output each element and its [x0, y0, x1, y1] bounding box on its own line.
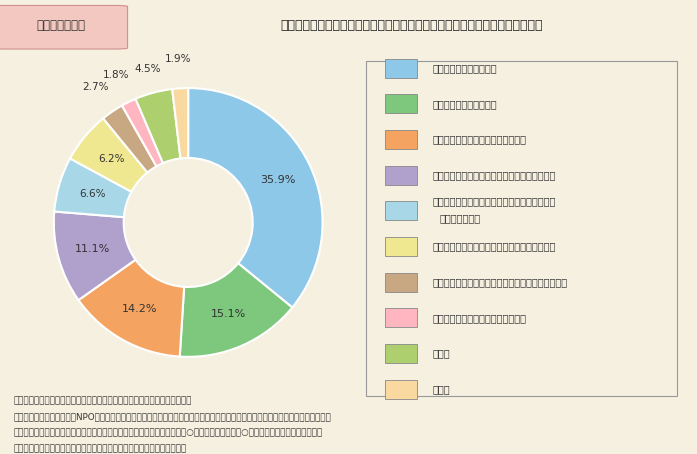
Wedge shape: [79, 260, 184, 356]
Text: 6.2%: 6.2%: [98, 154, 125, 164]
Wedge shape: [54, 158, 132, 217]
Wedge shape: [188, 88, 323, 307]
Text: 11.1%: 11.1%: [75, 244, 110, 254]
Wedge shape: [103, 105, 156, 173]
Text: 15.1%: 15.1%: [210, 309, 245, 319]
Text: 14.2%: 14.2%: [122, 304, 158, 314]
Text: 1.9%: 1.9%: [165, 54, 192, 64]
Bar: [385, 344, 417, 363]
Text: （備考）　１．内閣府「国民生活選好度調査」（平成１５年度）より作成。: （備考） １．内閣府「国民生活選好度調査」（平成１５年度）より作成。: [14, 397, 192, 406]
Text: 身近に参加したいと思う適当な活動や共感する: 身近に参加したいと思う適当な活動や共感する: [433, 196, 556, 206]
Text: 1.8%: 1.8%: [102, 70, 129, 80]
Text: 地域活動などに参加する際苦労すること，または参加できない要因となること: 地域活動などに参加する際苦労すること，または参加できない要因となること: [280, 19, 542, 32]
Text: 第１－３－４図: 第１－３－４図: [37, 19, 86, 32]
Text: 6.6%: 6.6%: [79, 189, 106, 199]
Wedge shape: [54, 212, 135, 300]
Text: ３．回答者は，全国の１５～７９歳までの男女３，９０８人。: ３．回答者は，全国の１５～７９歳までの男女３，９０８人。: [14, 444, 187, 454]
Text: どんなことですか。あなたにとってあてはまるもの１つに○をお付け下さい。（○は１つ）」に対する回答割合。: どんなことですか。あなたにとってあてはまるもの１つに○をお付け下さい。（○は１つ…: [14, 429, 323, 438]
Text: 4.5%: 4.5%: [134, 64, 160, 74]
FancyBboxPatch shape: [0, 5, 128, 49]
Wedge shape: [136, 89, 181, 163]
Text: 身近に団体や活動内容に関する情報がないこと: 身近に団体や活動内容に関する情報がないこと: [433, 170, 556, 180]
Bar: [385, 273, 417, 292]
Wedge shape: [122, 99, 163, 166]
Text: 参加するきっかけが得られないこと: 参加するきっかけが得られないこと: [433, 134, 527, 144]
Text: 家族や職場の理解が得られないこと: 家族や職場の理解が得られないこと: [433, 313, 527, 323]
Text: 35.9%: 35.9%: [261, 175, 296, 185]
Wedge shape: [172, 88, 188, 158]
Text: その他: その他: [433, 349, 450, 359]
Bar: [385, 202, 417, 220]
Wedge shape: [70, 118, 147, 192]
Text: 活動によって得られるメリットが期待できないこと: 活動によって得られるメリットが期待できないこと: [433, 277, 568, 287]
Text: 2.7%: 2.7%: [82, 82, 109, 92]
Bar: [385, 94, 417, 114]
Text: ２．数他は，「NPOやボランティア，地域での活動に参加する際に苦労すること，または参加できない要因となることは: ２．数他は，「NPOやボランティア，地域での活動に参加する際に苦労すること，また…: [14, 413, 332, 422]
Bar: [385, 237, 417, 256]
Text: 無回答: 無回答: [433, 384, 450, 394]
Bar: [385, 130, 417, 149]
Text: 団体がないこと: 団体がないこと: [439, 213, 480, 223]
Bar: [385, 166, 417, 185]
Text: 全く興味がわかないこと: 全く興味がわかないこと: [433, 99, 498, 109]
Text: 身近に一緒に参加できる適当な人がいないこと: 身近に一緒に参加できる適当な人がいないこと: [433, 242, 556, 252]
Bar: [385, 59, 417, 78]
Bar: [385, 380, 417, 399]
Bar: [385, 308, 417, 327]
Text: 活動する時間がないこと: 活動する時間がないこと: [433, 63, 498, 73]
Wedge shape: [180, 263, 292, 357]
